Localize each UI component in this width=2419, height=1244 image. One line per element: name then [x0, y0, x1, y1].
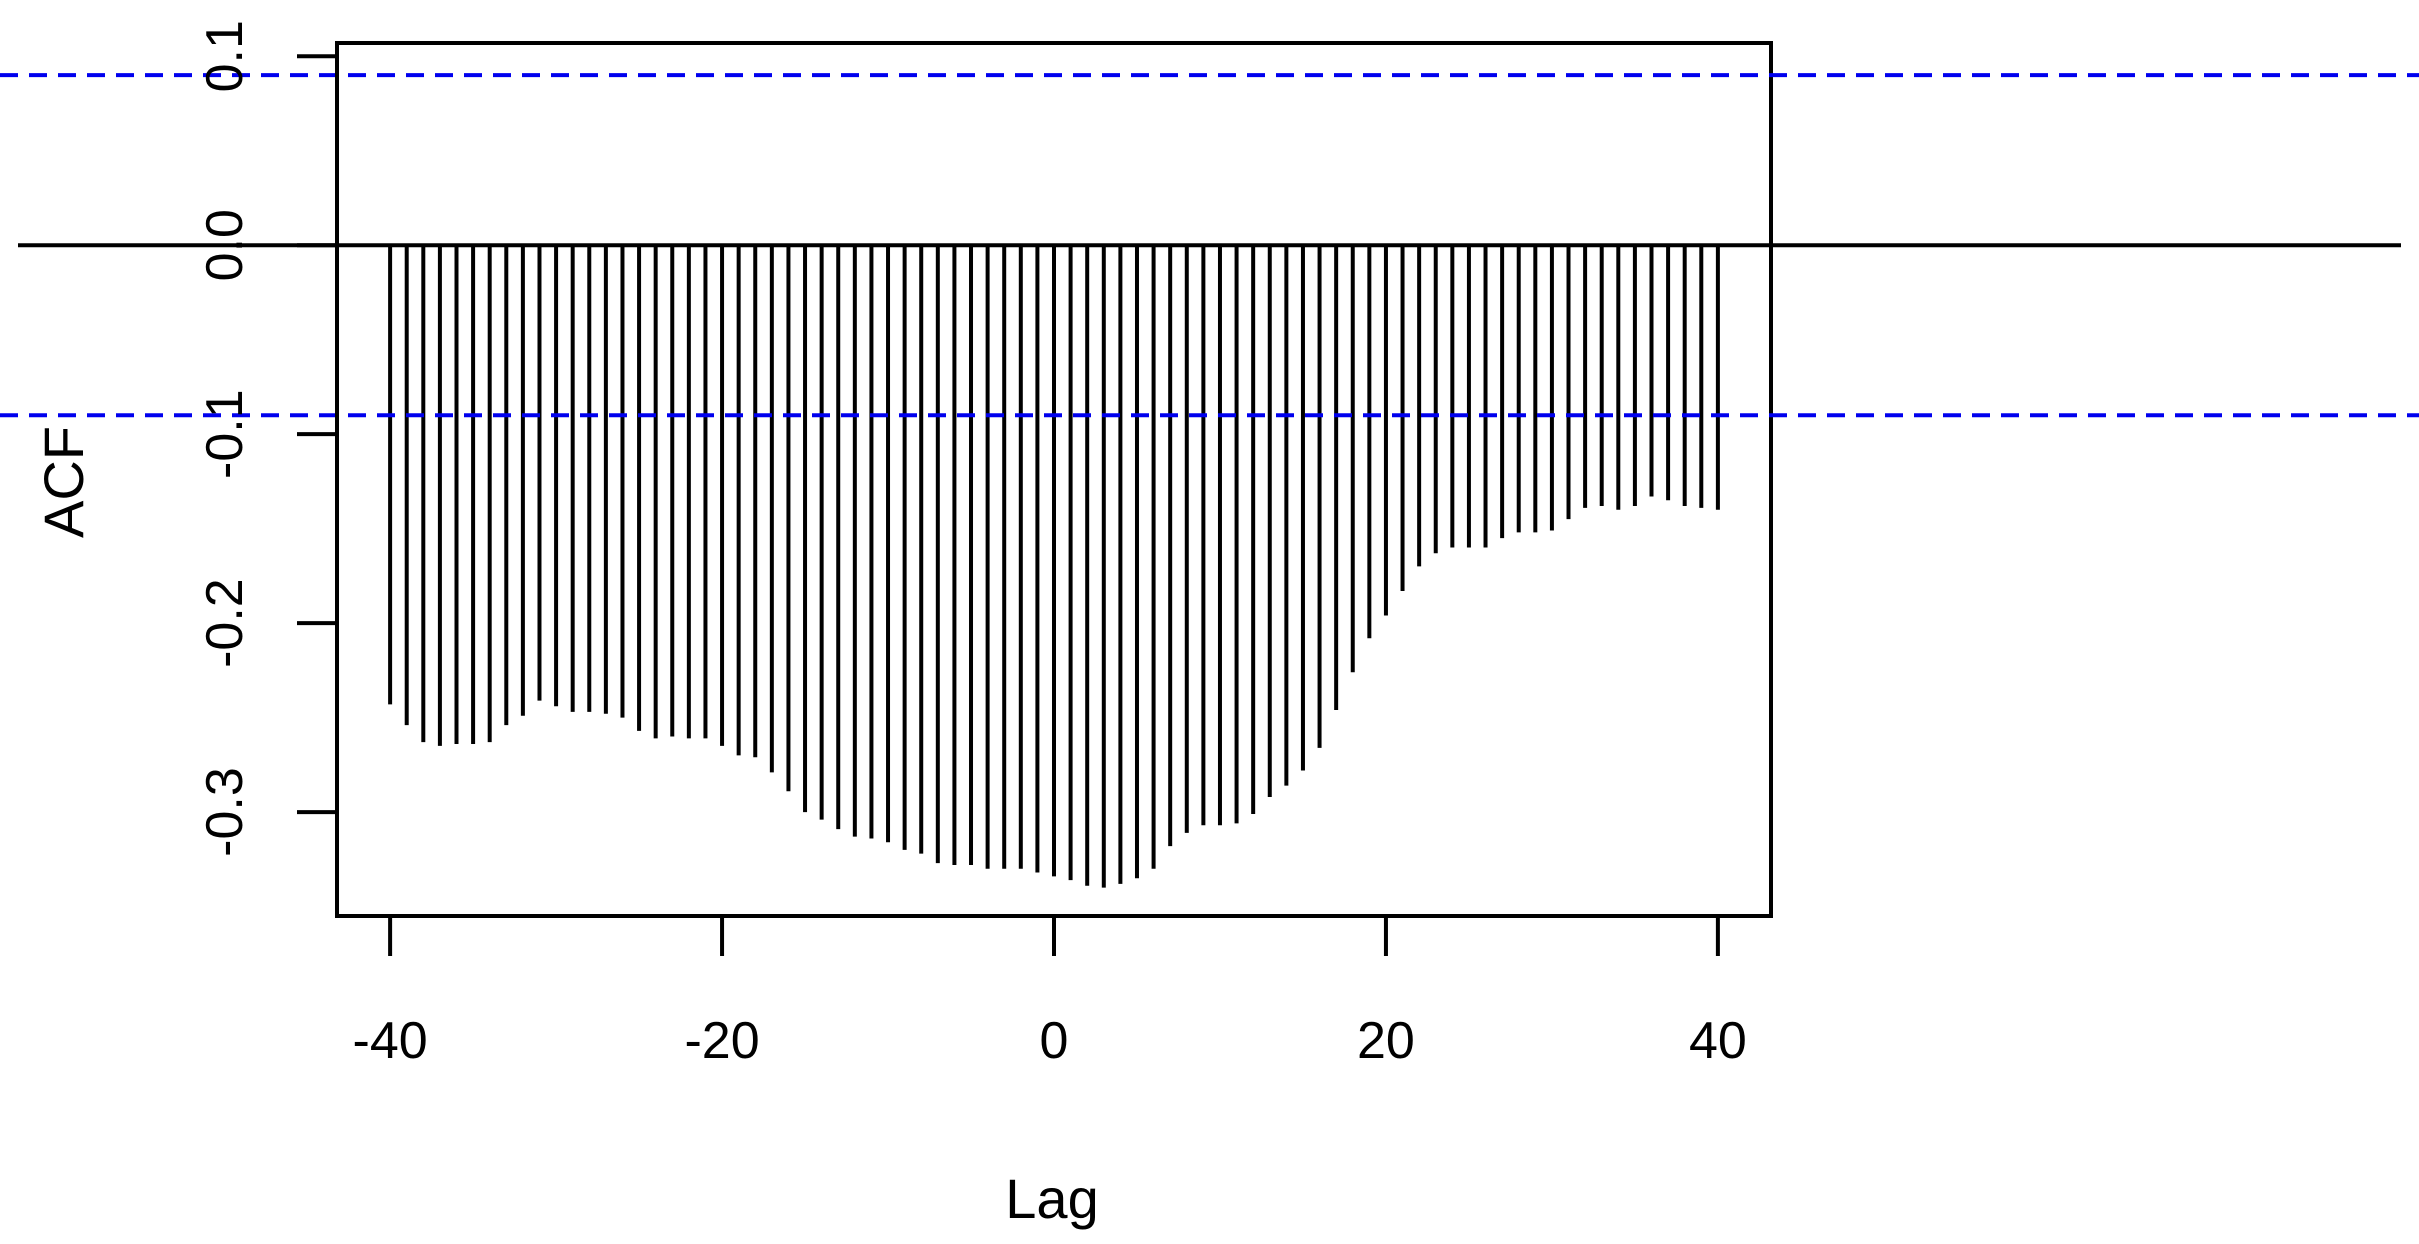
y-tick-label: -0.3 [196, 767, 254, 857]
x-tick-label: -40 [353, 1012, 428, 1070]
y-tick-label: 0.1 [196, 20, 254, 92]
confidence-bounds [0, 73, 2419, 418]
x-tick-label: 40 [1689, 1012, 1747, 1070]
acf-bars [388, 245, 1720, 888]
y-tick-label: -0.2 [196, 578, 254, 668]
y-axis: -0.3 -0.2 -0.1 0.0 0.1 [196, 20, 339, 857]
x-tick-label: -20 [684, 1012, 759, 1070]
x-axis-title: Lag [1005, 1167, 1098, 1230]
x-axis: -40 -20 0 20 40 [353, 914, 1747, 1070]
y-tick-label: 0.0 [196, 209, 254, 281]
y-tick-label: -0.1 [196, 389, 254, 479]
y-axis-title: ACF [32, 426, 95, 538]
x-tick-label: 0 [1040, 1012, 1069, 1070]
x-tick-label: 20 [1357, 1012, 1415, 1070]
